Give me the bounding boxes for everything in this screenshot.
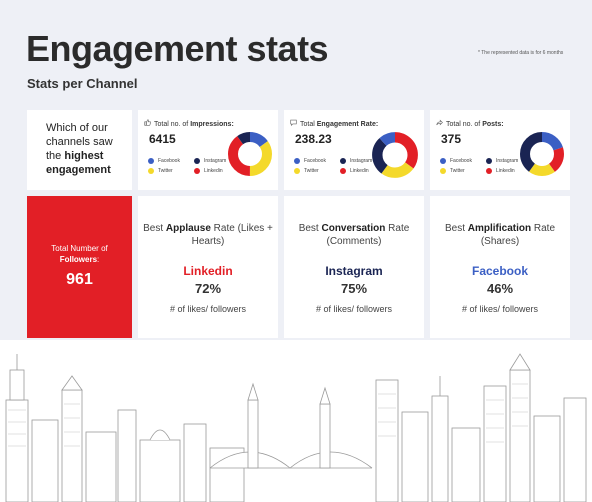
legend-dot <box>486 168 492 174</box>
followers-label: Total Number of Followers: <box>51 244 108 264</box>
legend-dot <box>486 158 492 164</box>
legend-dot <box>340 168 346 174</box>
best-conversation-card: Best Conversation Rate (Comments) Instag… <box>284 196 424 338</box>
legend-dot <box>440 158 446 164</box>
donut-slice-twitter <box>228 132 272 176</box>
best-conversation-percent: 75% <box>340 281 368 296</box>
posts-label: Total no. of Posts: <box>436 119 504 128</box>
legend-item-facebook: Facebook <box>294 158 340 164</box>
legend-item-linkedin: Linkedin <box>194 168 240 174</box>
legend-item-linkedin: Linkedin <box>340 168 386 174</box>
share-icon <box>436 119 444 128</box>
data-note: * The represented data is for 6 months <box>478 50 564 56</box>
legend-item-facebook: Facebook <box>440 158 486 164</box>
best-amplification-title: Best Amplification Rate (Shares) <box>444 223 556 247</box>
legend-dot <box>148 158 154 164</box>
legend-dot <box>194 168 200 174</box>
intro-text-bold: highest engagement <box>46 150 111 176</box>
best-amplification-subtext: # of likes/ followers <box>461 304 539 314</box>
best-conversation-title: Best Conversation Rate (Comments) <box>298 223 410 247</box>
legend-item-instagram: Instagram <box>486 158 532 164</box>
best-applause-title: Best Applause Rate (Likes + Hearts) <box>143 223 273 247</box>
donut-slice-facebook <box>372 132 418 178</box>
legend-item-twitter: Twitter <box>440 168 486 174</box>
donut-slice-linkedin <box>228 132 272 176</box>
legend-item-instagram: Instagram <box>340 158 386 164</box>
posts-card: Total no. of Posts: 375 Facebook Instagr… <box>430 110 570 190</box>
legend-item-twitter: Twitter <box>148 168 194 174</box>
impressions-card: Total no. of Impressions: 6415 Facebook … <box>138 110 278 190</box>
legend-dot <box>440 168 446 174</box>
intro-card: Which of our channels saw the highest en… <box>27 110 132 190</box>
legend-item-instagram: Instagram <box>194 158 240 164</box>
impressions-value: 6415 <box>149 132 176 146</box>
legend-item-linkedin: Linkedin <box>486 168 532 174</box>
legend-item-twitter: Twitter <box>294 168 340 174</box>
legend-dot <box>294 158 300 164</box>
followers-card: Total Number of Followers: 961 <box>27 196 132 338</box>
impressions-donut-chart <box>228 132 272 176</box>
impressions-label: Total no. of Impressions: <box>144 119 234 128</box>
engagement-rate-label: Total Engagement Rate: <box>290 119 378 128</box>
donut-slice-instagram <box>228 132 272 176</box>
best-amplification-percent: 46% <box>486 281 514 296</box>
legend-dot <box>340 158 346 164</box>
city-skyline-illustration <box>5 353 587 502</box>
legend-dot <box>194 158 200 164</box>
donut-slice-twitter <box>372 132 418 178</box>
posts-value: 375 <box>441 132 462 146</box>
donut-slice-twitter <box>520 132 564 176</box>
comment-icon <box>290 119 298 128</box>
page-subtitle: Stats per Channel <box>27 76 138 91</box>
engagement-rate-value: 238.23 <box>295 132 332 146</box>
donut-slice-instagram <box>520 132 564 176</box>
best-applause-subtext: # of likes/ followers <box>169 304 247 314</box>
best-conversation-subtext: # of likes/ followers <box>315 304 393 314</box>
best-applause-percent: 72% <box>194 281 222 296</box>
followers-value: 961 <box>66 271 93 288</box>
best-amplification-card: Best Amplification Rate (Shares) Faceboo… <box>430 196 570 338</box>
donut-slice-instagram <box>372 132 418 178</box>
thumbs-up-icon <box>144 119 152 128</box>
intro-text: Which of our channels saw the <box>46 122 113 162</box>
engagement-rate-card: Total Engagement Rate: 238.23 Facebook I… <box>284 110 424 190</box>
legend-dot <box>148 168 154 174</box>
donut-slice-linkedin <box>520 132 564 176</box>
best-applause-channel: Linkedin <box>183 264 233 278</box>
best-applause-card: Best Applause Rate (Likes + Hearts) Link… <box>138 196 278 338</box>
legend-item-facebook: Facebook <box>148 158 194 164</box>
best-amplification-channel: Facebook <box>471 264 528 278</box>
engagement-rate-legend: Facebook Instagram Twitter Linkedin <box>294 158 386 174</box>
posts-donut-chart <box>520 132 564 176</box>
posts-legend: Facebook Instagram Twitter Linkedin <box>440 158 532 174</box>
best-conversation-channel: Instagram <box>325 264 383 278</box>
impressions-legend: Facebook Instagram Twitter Linkedin <box>148 158 240 174</box>
engagement-rate-donut-chart <box>372 132 418 178</box>
legend-dot <box>294 168 300 174</box>
page-title: Engagement stats <box>26 28 329 69</box>
